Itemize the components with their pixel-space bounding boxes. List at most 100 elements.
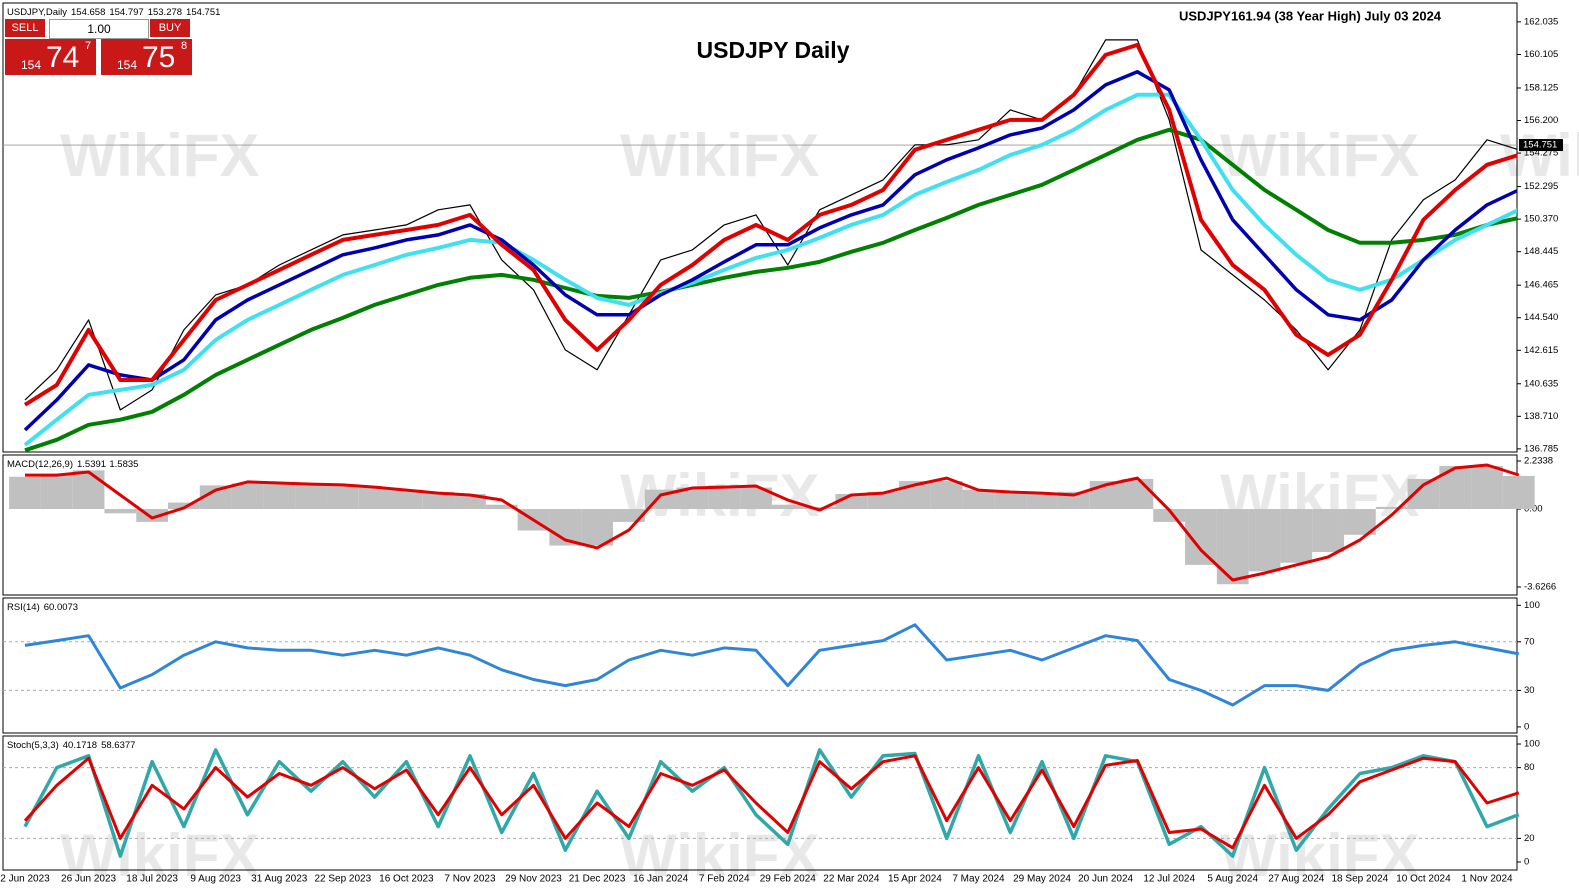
x-tick-label: 12 Jul 2024 [1143, 874, 1195, 885]
plot-area [9, 463, 1535, 585]
histogram-bar [168, 502, 200, 510]
panel-title: USDJPY,Daily [7, 7, 67, 18]
ask-pip: 8 [181, 40, 188, 52]
histogram-bar [1216, 509, 1249, 585]
histogram-bar [422, 491, 455, 510]
current-price-label: 154.751 [1523, 140, 1557, 151]
x-tick-label: 7 May 2024 [952, 874, 1005, 885]
panel-frame [2, 454, 1518, 596]
panel-frame [2, 2, 1518, 453]
y-tick-label: 80 [1524, 762, 1535, 773]
y-tick-label: 100 [1524, 739, 1540, 750]
y-tick-label: 138.710 [1524, 411, 1558, 422]
y-tick-label: 70 [1524, 636, 1535, 647]
histogram-bar [1121, 478, 1154, 510]
series-line [23, 70, 1517, 432]
y-tick-label: 142.615 [1524, 345, 1558, 356]
y-tick-label: 30 [1524, 685, 1535, 696]
series-line [24, 623, 1520, 707]
histogram-bar [1312, 509, 1344, 553]
series-line [24, 127, 1517, 452]
histogram-bar [771, 504, 804, 510]
histogram-bar [930, 481, 963, 510]
x-tick-label: 22 Mar 2024 [823, 874, 880, 885]
bid-pip: 7 [85, 40, 92, 52]
histogram-bar [326, 485, 359, 510]
histogram-bar [994, 491, 1027, 510]
x-tick-label: 18 Sep 2024 [1332, 874, 1389, 885]
x-tick-label: 5 Aug 2024 [1207, 874, 1258, 885]
histogram-bar [1471, 466, 1503, 510]
histogram-bar [263, 483, 296, 510]
y-tick-label: 0.00 [1524, 504, 1543, 515]
y-tick-label: 0 [1524, 721, 1529, 732]
readout-value: 1.5835 [109, 459, 138, 470]
y-tick-label: 146.465 [1524, 280, 1558, 291]
x-tick-label: 16 Jan 2024 [633, 874, 688, 885]
readout-value: 40.1718 [63, 740, 97, 751]
plot-area [3, 39, 1517, 452]
y-tick-label: 140.635 [1524, 378, 1558, 389]
histogram-bar [1502, 475, 1535, 510]
histogram-bar [358, 487, 391, 510]
ask-main: 75 [142, 41, 176, 74]
histogram-bar [1375, 506, 1408, 510]
histogram-bar [1280, 509, 1313, 563]
readout-value: 154.751 [186, 7, 220, 18]
buy-button[interactable]: BUY [150, 19, 190, 37]
y-tick-label: 162.035 [1524, 16, 1558, 27]
panel-title: MACD(12,26,9) [7, 459, 73, 470]
readout-value: 154.658 [71, 7, 105, 18]
histogram-bar [740, 487, 772, 510]
y-tick-label: 20 [1524, 833, 1535, 844]
panel-title: Stoch(5,3,3) [7, 740, 59, 751]
one-click-trade: SELL 1.00 BUY 154 74 7 154 75 8 [5, 19, 192, 76]
x-tick-label: 20 Jun 2024 [1078, 874, 1133, 885]
x-tick-label: 29 Feb 2024 [760, 874, 817, 885]
y-tick-label: 152.295 [1524, 181, 1558, 192]
series-line [23, 754, 1520, 850]
watermark: WikiFX [1220, 822, 1419, 889]
x-tick-label: 15 Apr 2024 [888, 874, 942, 885]
histogram-bar [199, 485, 232, 510]
plot-area [23, 748, 1520, 858]
series-line [23, 92, 1517, 447]
y-tick-label: 0 [1524, 856, 1529, 867]
series-line [25, 463, 1520, 582]
watermark: WikiFX [60, 122, 259, 189]
histogram-bar [962, 489, 995, 510]
ask-box[interactable]: 154 75 8 [101, 39, 192, 75]
panel-readout: Stoch(5,3,3) 40.1718 58.6377 [7, 740, 135, 751]
readout-value: 1.5391 [77, 459, 106, 470]
histogram-bar [390, 489, 423, 510]
y-tick-label: -3.6266 [1524, 581, 1556, 592]
y-tick-label: 100 [1524, 600, 1540, 611]
histogram-bar [72, 470, 105, 510]
ask-big: 154 [117, 58, 138, 72]
bid-box[interactable]: 154 74 7 [5, 39, 96, 75]
current-price-box [1519, 139, 1563, 152]
histogram-bar [295, 483, 327, 510]
histogram-bar [231, 483, 264, 510]
series-line [24, 39, 1517, 411]
y-tick-label: 156.200 [1524, 115, 1558, 126]
x-tick-label: 7 Nov 2023 [444, 874, 496, 885]
readout-value: 60.0073 [44, 602, 78, 613]
histogram-bar [803, 506, 836, 510]
y-tick-label: 144.540 [1524, 312, 1558, 323]
y-tick-label: 2.2338 [1524, 456, 1553, 467]
x-tick-label: 7 Feb 2024 [699, 874, 750, 885]
y-tick-label: 136.785 [1524, 443, 1558, 454]
sell-button[interactable]: SELL [5, 19, 45, 37]
chart-title: USDJPY Daily [697, 37, 850, 63]
histogram-bar [485, 504, 518, 510]
histogram-bar [708, 485, 741, 510]
histogram-bar [40, 474, 73, 510]
y-tick-label: 158.125 [1524, 82, 1558, 93]
panel-title: RSI(14) [7, 602, 40, 613]
panel-readout: USDJPY,Daily 154.658 154.797 153.278 154.751 [7, 7, 220, 18]
lot-input[interactable]: 1.00 [49, 19, 149, 39]
bid-main: 74 [46, 41, 80, 74]
